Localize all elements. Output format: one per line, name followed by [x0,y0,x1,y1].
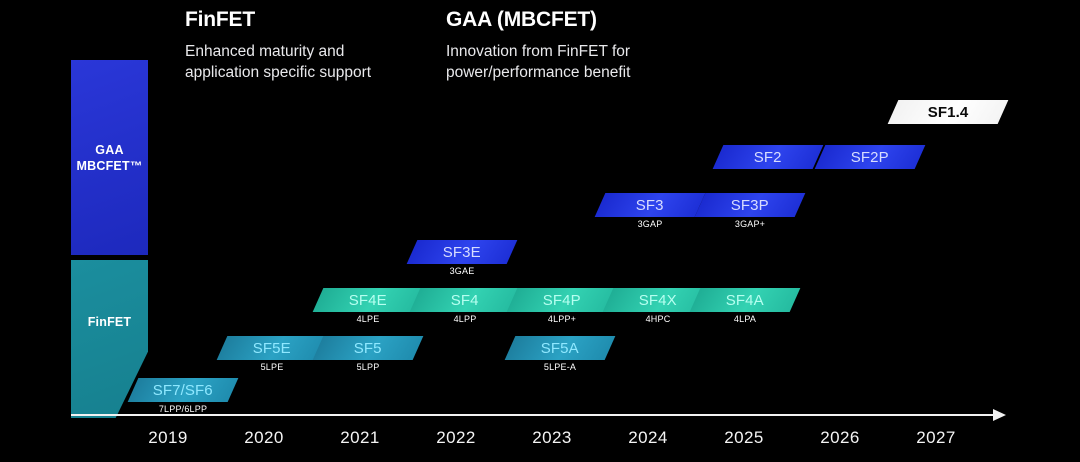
process-node-sublabel: 3GAP+ [734,219,766,229]
header-gaa: GAA (MBCFET) Innovation from FinFET for … [446,8,630,84]
process-node-sf3[interactable]: SF3 [594,193,706,217]
process-node-sf3e[interactable]: SF3E [406,240,518,264]
timeline-year-2021: 2021 [340,428,380,447]
timeline-year-2024: 2024 [628,428,668,447]
process-node-label: SF4 [451,291,479,309]
process-node-label: SF2 [754,148,782,166]
header-gaa-title: GAA (MBCFET) [446,8,597,31]
header-finfet-title: FinFET [185,8,255,31]
process-node-sf5[interactable]: SF5 [312,336,424,360]
process-node-label: SF4P [543,291,581,309]
process-node-sublabel: 4HPC [645,314,671,324]
process-node-sublabel: 7LPP/6LPP [158,404,208,414]
process-node-sf7-sf6[interactable]: SF7/SF6 [127,378,239,402]
process-node-sublabel: 5LPP [356,362,380,372]
timeline-year-2025: 2025 [724,428,764,447]
process-node-sf4a[interactable]: SF4A [689,288,801,312]
category-label-finfet: FinFET [87,315,132,329]
timeline-year-2019: 2019 [148,428,188,447]
process-node-sf5e[interactable]: SF5E [216,336,328,360]
process-node-sublabel: 3GAE [449,266,475,276]
timeline-year-2020: 2020 [244,428,284,447]
process-node-sublabel: 4LPA [733,314,757,324]
process-node-sublabel: 4LPP [453,314,477,324]
process-node-label: SF3P [731,196,769,214]
process-node-label: SF5 [354,339,382,357]
process-node-sf2[interactable]: SF2 [712,145,824,169]
process-node-label: SF2P [851,148,889,166]
header-finfet-subtitle: Enhanced maturity and application specif… [185,43,372,82]
process-node-label: SF3E [443,243,481,261]
timeline-year-2023: 2023 [532,428,572,447]
process-node-label: SF4X [639,291,677,309]
process-node-sf3p[interactable]: SF3P [694,193,806,217]
process-node-sublabel: 3GAP [637,219,663,229]
process-node-sf4[interactable]: SF4 [409,288,521,312]
timeline-axis-line [71,414,996,416]
process-node-label: SF4E [349,291,387,309]
process-node-sf1-4[interactable]: SF1.4 [887,100,1009,124]
process-node-sf2p[interactable]: SF2P [814,145,926,169]
timeline-year-2022: 2022 [436,428,476,447]
process-node-label: SF7/SF6 [153,381,213,399]
process-node-sublabel: 5LPE [260,362,284,372]
process-node-label: SF4A [726,291,764,309]
process-node-label: SF1.4 [927,103,969,121]
category-label-gaa: GAA MBCFET™ [76,142,143,173]
process-node-label: SF5A [541,339,579,357]
process-node-sf4p[interactable]: SF4P [506,288,618,312]
process-node-label: SF5E [253,339,291,357]
process-node-label: SF3 [636,196,664,214]
category-block-gaa: GAA MBCFET™ [71,60,148,255]
process-node-sublabel: 4LPE [356,314,380,324]
header-gaa-subtitle: Innovation from FinFET for power/perform… [446,43,631,82]
timeline-year-2027: 2027 [916,428,956,447]
timeline-arrow-icon [993,409,1006,421]
header-finfet: FinFET Enhanced maturity and application… [185,8,371,84]
process-node-sublabel: 4LPP+ [547,314,577,324]
process-node-sublabel: 5LPE-A [543,362,577,372]
process-node-sf4e[interactable]: SF4E [312,288,424,312]
process-node-sf5a[interactable]: SF5A [504,336,616,360]
category-block-finfet: FinFET [71,260,148,418]
timeline-year-2026: 2026 [820,428,860,447]
